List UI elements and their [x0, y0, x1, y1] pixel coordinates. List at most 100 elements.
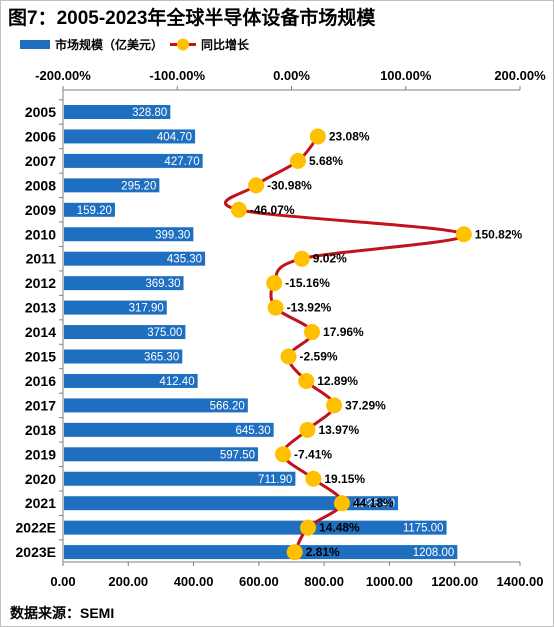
bar-value-label: 435.30 [167, 254, 202, 266]
bar-value-label: 317.90 [129, 303, 164, 315]
top-axis-tick-label: 100.00% [380, 68, 432, 83]
legend-bar-swatch [20, 40, 50, 49]
growth-value-label: -2.59% [300, 350, 338, 364]
bar [64, 398, 248, 413]
bar-value-label: 328.80 [132, 107, 167, 119]
bottom-axis-tick-label: 400.00 [174, 574, 214, 589]
top-axis: -200.00% -100.00% 0.00% 100.00% 200.00% [35, 68, 546, 91]
top-axis-tick-label: 0.00% [273, 68, 310, 83]
category-label: 2015 [25, 349, 56, 365]
bar [64, 349, 183, 364]
bar-value-label: 375.00 [147, 327, 182, 339]
bar [64, 227, 194, 242]
growth-point [309, 128, 326, 145]
bar [64, 545, 458, 560]
growth-point [266, 275, 283, 292]
category-label: 2018 [25, 422, 56, 438]
bar-value-label: 369.30 [145, 278, 180, 290]
bar [64, 202, 115, 217]
bar [64, 251, 206, 266]
bottom-axis-tick-label: 0.00 [50, 574, 75, 589]
bar [64, 373, 198, 388]
bar [64, 153, 203, 168]
top-axis-tick-label: 200.00% [494, 68, 546, 83]
bar-value-label: 711.90 [258, 474, 292, 486]
bar [64, 178, 160, 193]
growth-value-label: 19.15% [324, 472, 365, 486]
bar [64, 496, 399, 511]
growth-value-label: 9.02% [313, 252, 347, 266]
bar-value-label: 159.20 [77, 205, 112, 217]
bar-value-label: 1208.00 [413, 547, 455, 559]
growth-value-label: -15.16% [285, 276, 330, 290]
bar [64, 422, 274, 437]
bar-value-label: 295.20 [121, 180, 156, 192]
growth-value-label: 13.97% [318, 423, 359, 437]
bar-value-label: 597.50 [220, 449, 255, 461]
growth-value-label: 150.82% [475, 227, 523, 241]
growth-value-label: 14.48% [319, 521, 360, 535]
growth-value-label: -13.92% [287, 301, 332, 315]
category-label: 2013 [25, 300, 56, 316]
growth-point [280, 348, 297, 365]
growth-point [286, 544, 303, 561]
growth-point [300, 519, 317, 536]
category-label: 2021 [25, 495, 56, 511]
growth-line-series: 23.08% 5.68% -30.98% -46.07% 150.82% 9.02% -15… [223, 128, 523, 561]
bar-value-label: 1175.00 [403, 523, 444, 535]
bar-value-label: 404.70 [157, 131, 192, 143]
bar [64, 105, 171, 119]
category-label: 2023E [16, 544, 56, 560]
category-axis: 2005 2006 2007 2008 2009 2010 2011 2012 2013 2014… [16, 90, 64, 562]
bar [64, 471, 296, 486]
category-label: 2014 [25, 324, 56, 340]
bar [64, 520, 447, 535]
legend-line-marker [177, 38, 189, 51]
category-label: 2006 [25, 128, 56, 144]
bottom-axis-tick-label: 600.00 [239, 574, 279, 589]
growth-point [289, 152, 306, 169]
growth-point [230, 201, 247, 218]
category-label: 2017 [25, 397, 56, 413]
category-label: 2005 [25, 104, 56, 120]
bar [64, 325, 186, 340]
growth-point [275, 446, 292, 463]
category-label: 2022E [16, 520, 56, 536]
bar [64, 300, 167, 315]
bar-value-label: 365.30 [144, 352, 179, 364]
bar-value-label: 645.30 [235, 425, 270, 437]
growth-point [333, 495, 350, 512]
growth-point [455, 226, 472, 243]
growth-point [293, 250, 310, 267]
growth-point [267, 299, 284, 316]
category-label: 2012 [25, 275, 56, 291]
category-label: 2016 [25, 373, 56, 389]
bottom-axis: 0.00 200.00 400.00 600.00 800.00 1000.00 1200.… [50, 561, 544, 589]
growth-point [248, 177, 265, 194]
growth-value-label: 12.89% [317, 374, 358, 388]
legend: 市场规模（亿美元） 同比增长 [20, 37, 250, 52]
bar-value-label: 399.30 [155, 229, 190, 241]
bottom-axis-tick-label: 800.00 [304, 574, 344, 589]
legend-line-label: 同比增长 [201, 37, 250, 52]
bar-series: 328.80 404.70 427.70 295.20 159.20 399.30 435.… [64, 105, 458, 560]
category-label: 2010 [25, 226, 56, 242]
top-axis-tick-label: -100.00% [149, 68, 205, 83]
category-label: 2011 [26, 251, 57, 267]
bottom-axis-tick-label: 1400.00 [497, 574, 544, 589]
growth-value-label: 17.96% [323, 325, 364, 339]
growth-value-label: 44.18% [353, 496, 394, 510]
legend-bar-label: 市场规模（亿美元） [55, 37, 163, 52]
top-axis-tick-label: -200.00% [35, 68, 91, 83]
growth-value-label: -30.98% [267, 178, 312, 192]
growth-value-label: 2.81% [306, 545, 340, 559]
bar [64, 447, 259, 462]
bar [64, 276, 184, 291]
category-label: 2007 [25, 153, 56, 169]
category-label: 2019 [25, 446, 56, 462]
bottom-axis-tick-label: 1200.00 [431, 574, 478, 589]
growth-point [304, 324, 321, 341]
bottom-axis-tick-label: 1000.00 [366, 574, 413, 589]
